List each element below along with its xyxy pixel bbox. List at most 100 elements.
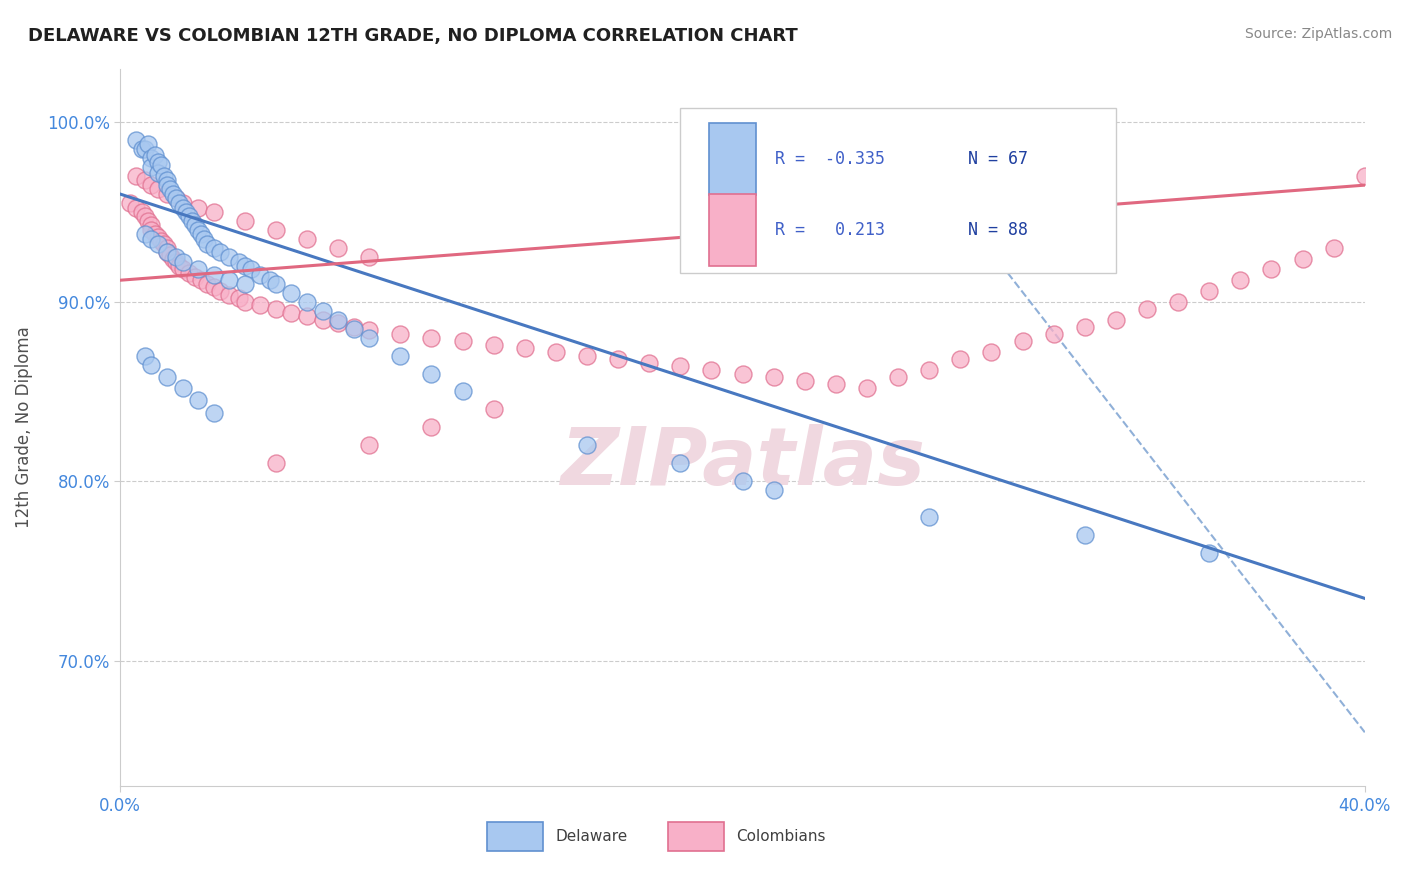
Point: [295, 294, 318, 309]
Text: DELAWARE VS COLOMBIAN 12TH GRADE, NO DIPLOMA CORRELATION CHART: DELAWARE VS COLOMBIAN 12TH GRADE, NO DIP…: [28, 27, 797, 45]
Point: [208, 284, 231, 298]
Point: [918, 363, 941, 377]
Text: R =   0.213: R = 0.213: [775, 221, 884, 239]
Point: [218, 287, 240, 301]
Point: [259, 273, 281, 287]
Point: [343, 321, 366, 335]
Point: [162, 187, 184, 202]
Point: [359, 438, 381, 452]
Point: [575, 438, 598, 452]
Point: [169, 259, 191, 273]
Point: [326, 316, 349, 330]
Point: [172, 196, 194, 211]
Point: [233, 259, 256, 273]
Point: [146, 165, 169, 179]
Point: [149, 234, 172, 248]
Text: Delaware: Delaware: [555, 829, 628, 844]
Point: [202, 406, 225, 420]
Point: [156, 370, 179, 384]
Point: [1260, 262, 1282, 277]
Point: [177, 209, 200, 223]
Text: N = 67: N = 67: [967, 150, 1028, 168]
Point: [793, 374, 815, 388]
Point: [177, 266, 200, 280]
Point: [264, 223, 287, 237]
Text: Source: ZipAtlas.com: Source: ZipAtlas.com: [1244, 27, 1392, 41]
Point: [172, 262, 194, 277]
Point: [420, 367, 443, 381]
Point: [131, 142, 153, 156]
Point: [1042, 326, 1064, 341]
Point: [949, 352, 972, 367]
Point: [389, 326, 412, 341]
Point: [359, 250, 381, 264]
Point: [1167, 294, 1189, 309]
FancyBboxPatch shape: [488, 822, 544, 851]
Point: [141, 178, 163, 193]
Point: [1198, 546, 1220, 560]
Point: [669, 456, 692, 470]
Point: [125, 169, 148, 183]
Point: [197, 237, 219, 252]
Point: [146, 182, 169, 196]
Point: [295, 309, 318, 323]
Point: [141, 160, 163, 174]
Point: [187, 202, 209, 216]
Point: [240, 262, 263, 277]
Point: [136, 214, 159, 228]
Point: [165, 255, 187, 269]
Point: [134, 173, 156, 187]
Point: [190, 273, 212, 287]
Point: [172, 255, 194, 269]
Point: [156, 173, 179, 187]
Point: [174, 205, 197, 219]
Point: [143, 227, 166, 241]
Point: [136, 136, 159, 151]
Point: [156, 187, 179, 202]
Point: [165, 191, 187, 205]
Point: [420, 420, 443, 434]
Point: [208, 244, 231, 259]
FancyBboxPatch shape: [668, 822, 724, 851]
Point: [153, 169, 176, 183]
Point: [146, 237, 169, 252]
Point: [1354, 169, 1376, 183]
Point: [202, 205, 225, 219]
Point: [156, 178, 179, 193]
Point: [172, 381, 194, 395]
Point: [134, 227, 156, 241]
Point: [156, 244, 179, 259]
Point: [141, 218, 163, 232]
Point: [156, 244, 179, 259]
Point: [146, 154, 169, 169]
Point: [202, 241, 225, 255]
Point: [134, 142, 156, 156]
Point: [280, 285, 302, 300]
Point: [762, 483, 785, 497]
Point: [190, 227, 212, 241]
Point: [762, 370, 785, 384]
Point: [193, 232, 215, 246]
FancyBboxPatch shape: [709, 123, 756, 194]
Point: [180, 214, 202, 228]
Point: [918, 510, 941, 524]
Point: [233, 214, 256, 228]
Point: [1105, 312, 1128, 326]
Point: [153, 237, 176, 252]
Point: [326, 241, 349, 255]
Point: [359, 323, 381, 337]
Point: [172, 202, 194, 216]
Point: [731, 474, 754, 488]
Point: [134, 349, 156, 363]
Point: [197, 277, 219, 291]
Point: [280, 305, 302, 319]
Point: [264, 456, 287, 470]
Point: [607, 352, 630, 367]
Text: Colombians: Colombians: [737, 829, 825, 844]
Point: [187, 223, 209, 237]
Point: [311, 312, 333, 326]
Point: [295, 232, 318, 246]
Point: [228, 291, 250, 305]
Point: [146, 230, 169, 244]
Point: [141, 151, 163, 165]
